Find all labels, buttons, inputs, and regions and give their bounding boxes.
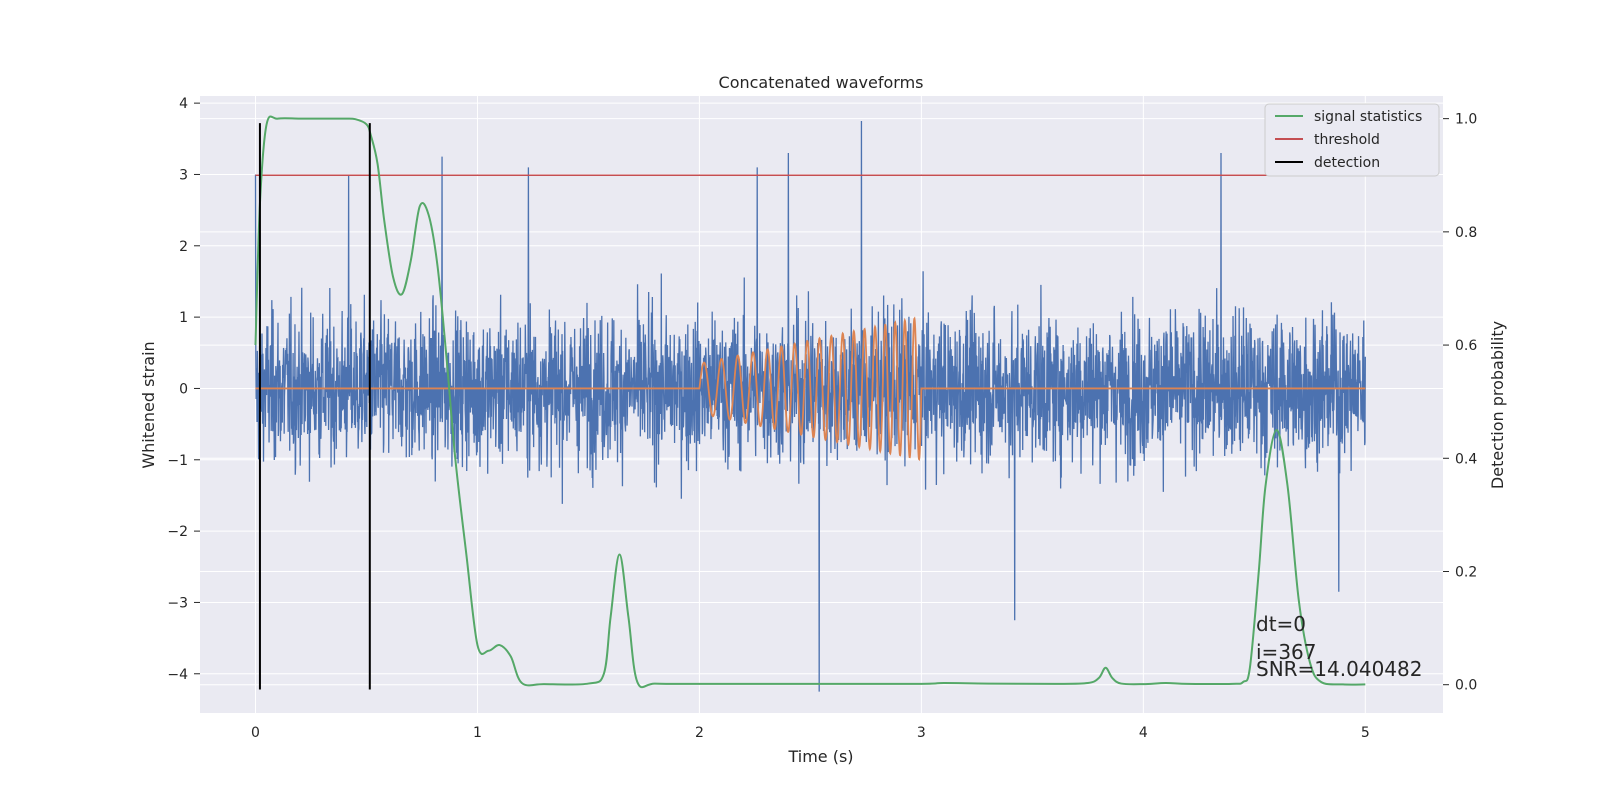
annotation-dt: dt=0 xyxy=(1256,612,1306,636)
legend-label-detection: detection xyxy=(1314,155,1380,171)
annotation-block: dt=0 i=367 SNR=14.040482 xyxy=(1256,612,1422,681)
x-tick-label: 4 xyxy=(1139,725,1148,741)
legend-label-signal-statistics: signal statistics xyxy=(1314,109,1422,125)
y-tick-label: −3 xyxy=(167,595,188,611)
y-right-tick-label: 0.4 xyxy=(1455,451,1477,467)
legend-box xyxy=(1264,103,1440,177)
y-axis-right: 1.0 0.8 0.6 0.4 0.2 0.0 xyxy=(1443,112,1477,694)
y-axis-left: 4 3 2 1 0 −1 −2 −3 −4 xyxy=(167,96,200,683)
y-tick-label: 1 xyxy=(179,310,188,326)
y-tick-label: 4 xyxy=(179,96,188,112)
annotation-index: i=367 xyxy=(1256,640,1317,664)
x-axis-label: Time (s) xyxy=(787,747,853,766)
y-tick-label: −2 xyxy=(167,524,188,540)
y-tick-label: 3 xyxy=(179,167,188,183)
y-tick-label: −4 xyxy=(167,667,188,683)
x-tick-label: 5 xyxy=(1361,725,1370,741)
annotation-snr: SNR=14.040482 xyxy=(1256,657,1422,681)
y-right-tick-label: 0.8 xyxy=(1455,225,1477,241)
signal-statistics-series xyxy=(254,115,1366,689)
x-tick-label: 2 xyxy=(695,725,704,741)
x-axis: 0 1 2 3 4 5 xyxy=(251,725,1370,741)
legend-label-threshold: threshold xyxy=(1314,132,1380,148)
template-series xyxy=(255,316,1366,462)
signal-statistics-line xyxy=(254,115,1366,689)
y-right-tick-label: 0.0 xyxy=(1455,678,1477,694)
y-axis-right-label: Detection probability xyxy=(1488,321,1507,489)
y-tick-label: 2 xyxy=(179,239,188,255)
x-tick-label: 0 xyxy=(251,725,260,741)
y-tick-label: 0 xyxy=(179,381,188,397)
detection-series xyxy=(258,123,371,690)
x-tick-label: 3 xyxy=(917,725,926,741)
y-right-tick-label: 1.0 xyxy=(1455,112,1477,128)
y-tick-label: −1 xyxy=(167,453,188,469)
template-line xyxy=(255,316,1366,462)
legend: signal statistics threshold detection xyxy=(1264,103,1440,177)
x-tick-label: 1 xyxy=(473,725,482,741)
y-axis-label: Whitened strain xyxy=(139,341,158,468)
chart-title: Concatenated waveforms xyxy=(719,73,924,92)
y-right-tick-label: 0.2 xyxy=(1455,564,1477,580)
y-right-tick-label: 0.6 xyxy=(1455,338,1477,354)
